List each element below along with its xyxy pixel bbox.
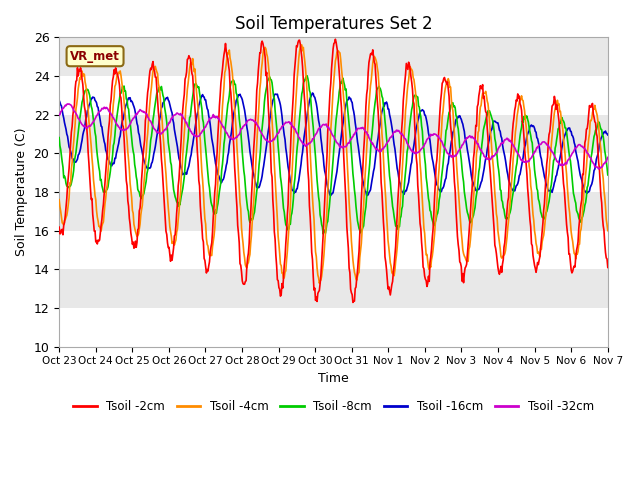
Bar	[59, 230, 608, 269]
Bar	[59, 153, 608, 192]
Legend: Tsoil -2cm, Tsoil -4cm, Tsoil -8cm, Tsoil -16cm, Tsoil -32cm: Tsoil -2cm, Tsoil -4cm, Tsoil -8cm, Tsoi…	[68, 396, 598, 418]
Text: VR_met: VR_met	[70, 50, 120, 63]
Bar	[59, 76, 608, 115]
Title: Soil Temperatures Set 2: Soil Temperatures Set 2	[235, 15, 432, 33]
Bar	[59, 308, 608, 347]
X-axis label: Time: Time	[318, 372, 349, 385]
Y-axis label: Soil Temperature (C): Soil Temperature (C)	[15, 128, 28, 256]
